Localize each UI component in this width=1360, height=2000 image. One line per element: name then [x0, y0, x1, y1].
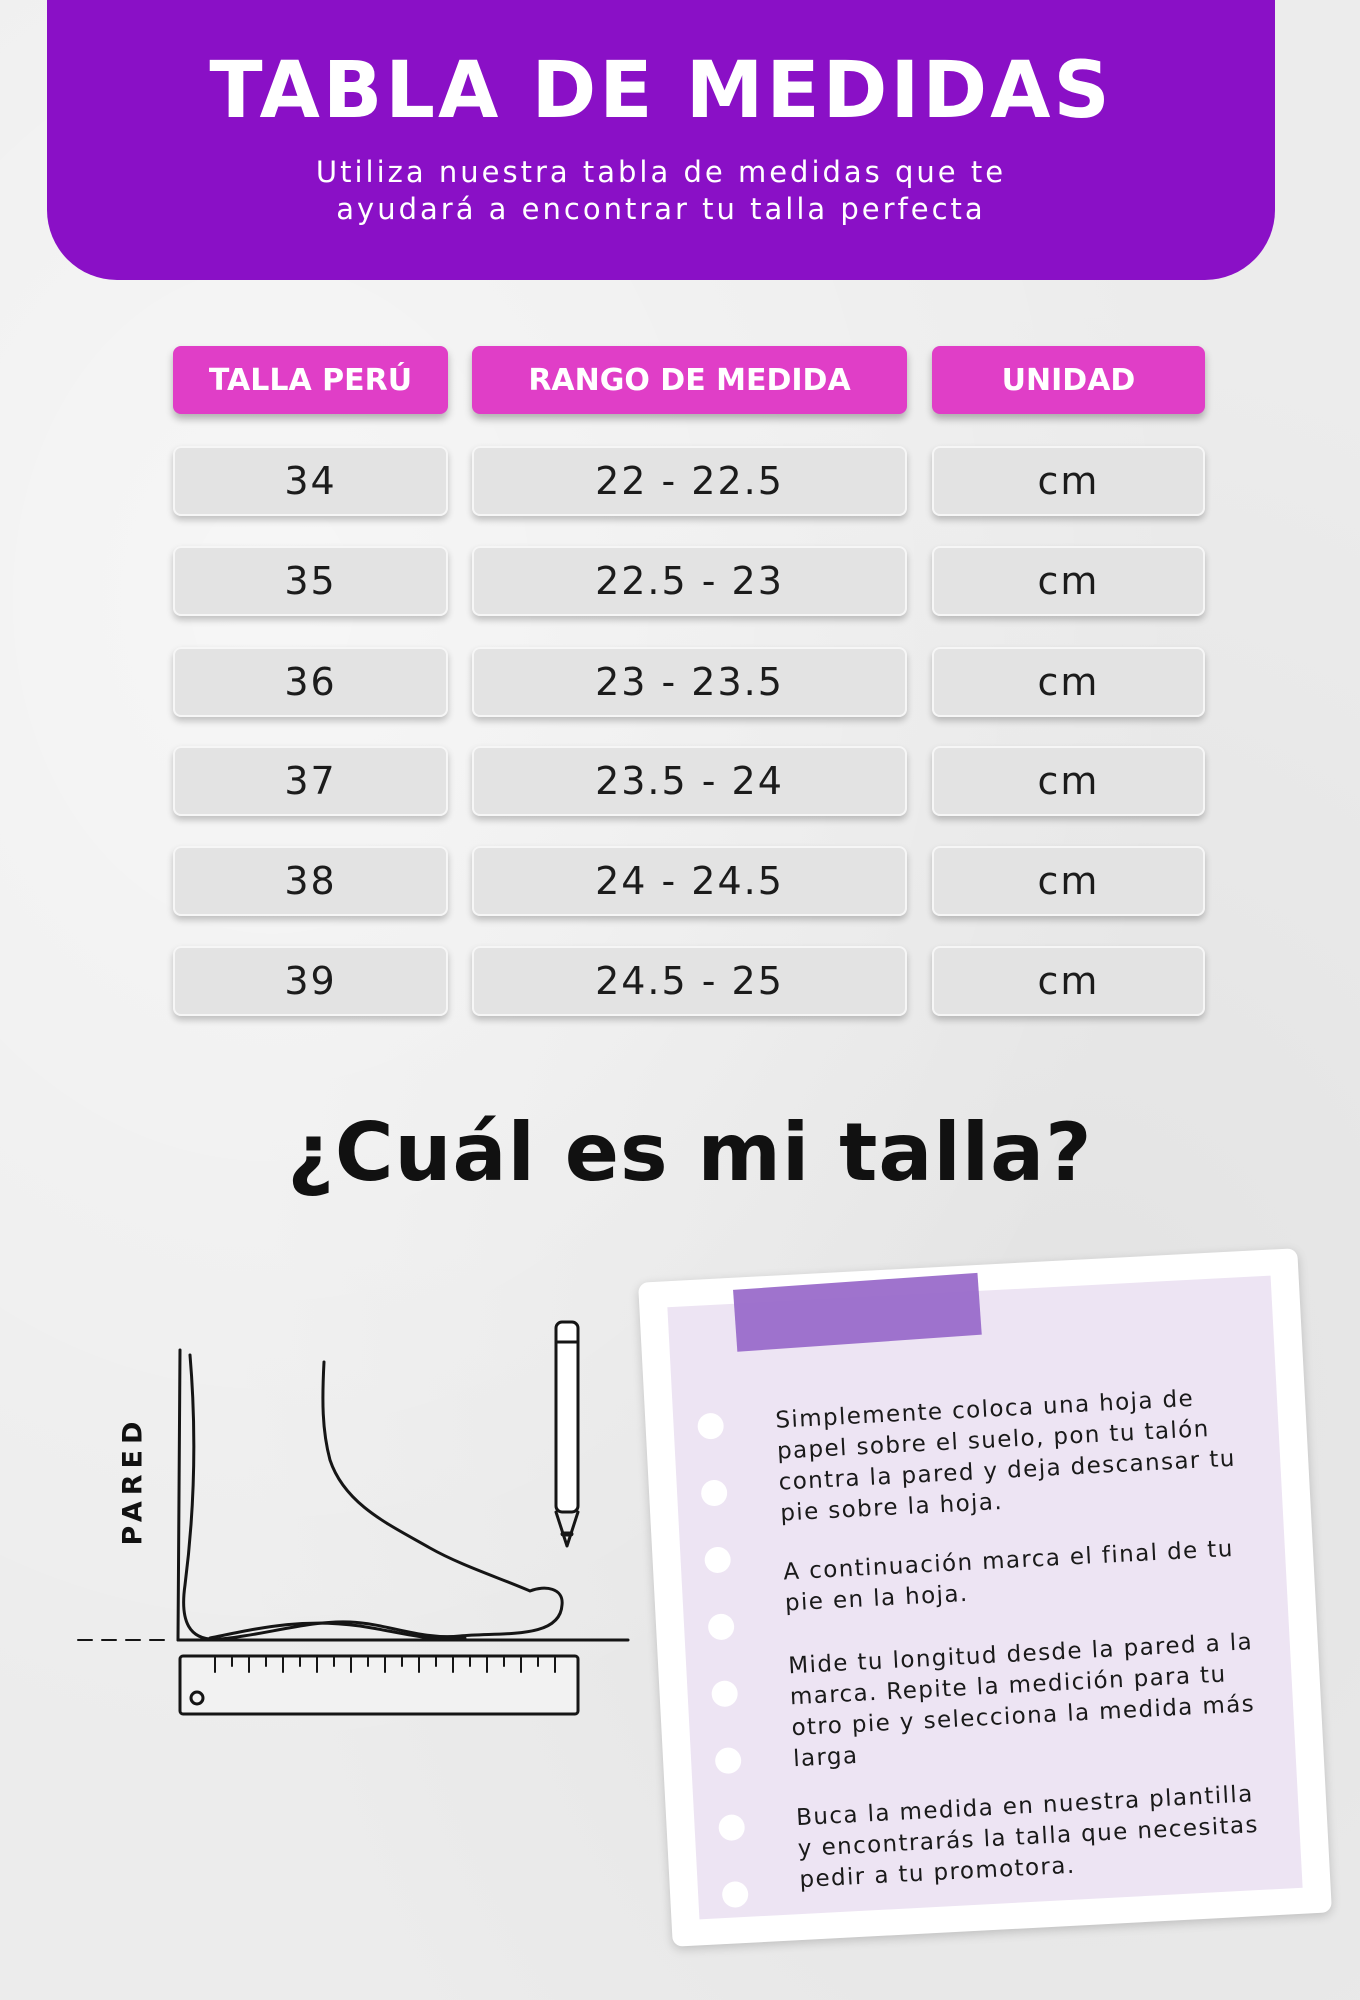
range-cell: 22.5 - 23 — [472, 546, 907, 616]
unit-cell: cm — [932, 746, 1205, 816]
range-cell: 23.5 - 24 — [472, 746, 907, 816]
size-cell: 34 — [173, 446, 448, 516]
unit-cell: cm — [932, 446, 1205, 516]
binder-hole — [711, 1680, 739, 1708]
unit-cell: cm — [932, 946, 1205, 1016]
sole-line — [208, 1621, 467, 1641]
size-cell: 39 — [173, 946, 448, 1016]
binder-hole — [707, 1613, 735, 1641]
question-heading: ¿Cuál es mi talla? — [287, 1106, 1093, 1199]
binder-hole — [714, 1747, 742, 1775]
unit-cell: cm — [932, 846, 1205, 916]
ruler-icon — [178, 1654, 580, 1716]
unit-cell: cm — [932, 647, 1205, 717]
binder-hole — [704, 1546, 732, 1574]
pencil-icon — [554, 1320, 580, 1548]
range-cell: 23 - 23.5 — [472, 647, 907, 717]
size-cell: 36 — [173, 647, 448, 717]
step-1-text: Simplemente coloca una hoja de papel sob… — [774, 1385, 1237, 1527]
header-rango-de-medida: RANGO DE MEDIDA — [472, 346, 907, 414]
range-cell: 22 - 22.5 — [472, 446, 907, 516]
size-cell: 35 — [173, 546, 448, 616]
header-banner: TABLA DE MEDIDAS Utiliza nuestra tabla d… — [47, 0, 1275, 280]
range-cell: 24.5 - 25 — [472, 946, 907, 1016]
size-cell: 37 — [173, 746, 448, 816]
header-talla-peru: TALLA PERÚ — [173, 346, 448, 414]
instruction-note: Simplemente coloca una hoja de papel sob… — [638, 1248, 1332, 1947]
binder-hole — [718, 1813, 746, 1842]
range-cell: 24 - 24.5 — [472, 846, 907, 916]
header-unidad: UNIDAD — [932, 346, 1205, 414]
binder-hole — [696, 1412, 725, 1440]
step-3-text: Mide tu longitud desde la pared a la mar… — [787, 1629, 1256, 1773]
page-title: TABLA DE MEDIDAS — [209, 46, 1113, 136]
size-cell: 38 — [173, 846, 448, 916]
foot-measure-diagram — [77, 1320, 630, 1716]
binder-hole — [700, 1479, 728, 1507]
unit-cell: cm — [932, 546, 1205, 616]
wall-line — [176, 1348, 182, 1642]
foot-outline — [182, 1353, 564, 1641]
page-subtitle: Utiliza nuestra tabla de medidas que te … — [315, 155, 1007, 226]
binder-hole — [721, 1880, 749, 1909]
